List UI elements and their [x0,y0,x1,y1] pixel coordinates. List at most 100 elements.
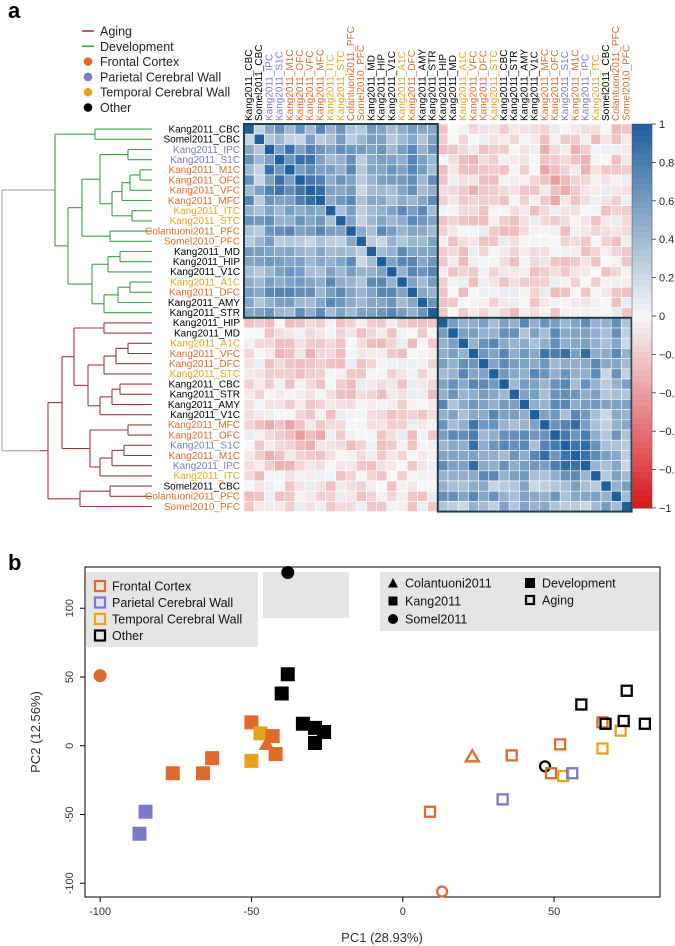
study-legend-label: Kang2011 [405,595,461,609]
colorbar-segment [632,334,652,341]
heatmap-cell [570,133,581,145]
heatmap-cell [264,450,275,461]
heatmap-cell [539,144,551,155]
heatmap-cell [274,450,286,461]
heatmap-cell [386,480,398,492]
heatmap-cell [406,256,418,268]
heatmap-column-label: Kang2011_MD [448,55,459,121]
heatmap-cell [274,144,286,155]
heatmap-cell [274,317,286,329]
colorbar-segment [632,340,652,347]
pca-point-kang2011 [253,726,268,741]
colorbar-segment [632,496,652,503]
heatmap-cell [396,470,408,482]
heatmap-cell [508,368,520,380]
heatmap-cell [366,470,377,482]
heatmap-cell [376,276,388,288]
heatmap-cell [355,439,367,451]
heatmap-cell [386,286,398,298]
heatmap-cell [417,246,428,257]
heatmap-cell [610,297,622,308]
heatmap-cell [570,235,581,247]
heatmap-cell [406,133,418,145]
heatmap-cell [570,358,581,370]
legend-item-label: Other [100,101,131,115]
heatmap-cell [284,195,296,206]
heatmap-cell [529,490,541,502]
heatmap-cell [539,501,551,512]
heatmap-cell [376,409,388,421]
heatmap-cell [539,419,551,431]
heatmap-cell [529,144,541,155]
heatmap-cell [427,450,439,461]
heatmap-row-label: Kang2011_CBC [168,379,240,390]
heatmap-cell [274,184,286,196]
heatmap-cell [621,501,632,512]
heatmap-cell [539,399,551,410]
heatmap-cell [304,470,316,482]
heatmap-cell [590,378,602,390]
heatmap-cell [600,460,612,472]
heatmap-cell [304,348,316,359]
heatmap-cell [376,164,388,176]
heatmap-cell [488,123,500,135]
heatmap-cell [264,358,275,370]
heatmap-cell [427,195,439,206]
heatmap-cell [488,317,500,329]
heatmap-cell [325,205,337,217]
colorbar-segment [632,478,652,485]
heatmap-cell [264,307,275,319]
heatmap-cell [549,123,561,135]
heatmap-cell [508,399,520,410]
heatmap-cell [243,235,255,247]
heatmap-cell [529,419,541,431]
colorbar-segment [632,376,652,383]
heatmap-cell [376,450,388,461]
heatmap-cell [468,501,479,512]
heatmap-cell [325,286,337,298]
heatmap-cell [345,480,357,492]
heatmap-cell [294,501,306,512]
heatmap-cell [478,174,490,186]
heatmap-cell [478,429,490,441]
heatmap-cell [447,184,459,196]
heatmap-cell [253,409,265,421]
heatmap-cell [508,378,520,390]
heatmap-cell [345,144,357,155]
heatmap-cell [580,439,592,451]
heatmap-cell [478,460,490,472]
heatmap-cell [570,327,581,339]
heatmap-cell [274,256,286,268]
heatmap-cell [621,419,632,431]
heatmap-cell [539,409,551,421]
heatmap-cell [600,307,612,319]
heatmap-cell [478,225,490,237]
heatmap-cell [386,174,398,186]
heatmap-cell [529,470,541,482]
heatmap-cell [498,327,510,339]
heatmap-cell [590,327,602,339]
heatmap-column-label: Kang2011_M1C [570,49,581,121]
heatmap-cell [284,450,296,461]
heatmap-cell [345,419,357,431]
pca-point-colantuoni2011 [463,747,481,763]
heatmap-cell [376,378,388,390]
heatmap-cell [417,337,428,349]
heatmap-cell [345,235,357,247]
heatmap-cell [325,480,337,492]
heatmap-cell [325,388,337,400]
heatmap-cell [478,133,490,145]
heatmap-cell [488,276,500,288]
heatmap-row-label: Kang2011_MD [174,247,240,258]
heatmap-cell [427,348,439,359]
heatmap-cell [559,501,571,512]
heatmap-cell [559,388,571,400]
heatmap-cell [335,307,347,319]
heatmap-cell [478,164,490,176]
heatmap-cell [621,317,632,329]
heatmap-cell [406,378,418,390]
heatmap-cell [406,235,418,247]
heatmap-cell [529,348,541,359]
heatmap-cell [264,480,275,492]
heatmap-cell [580,133,592,145]
